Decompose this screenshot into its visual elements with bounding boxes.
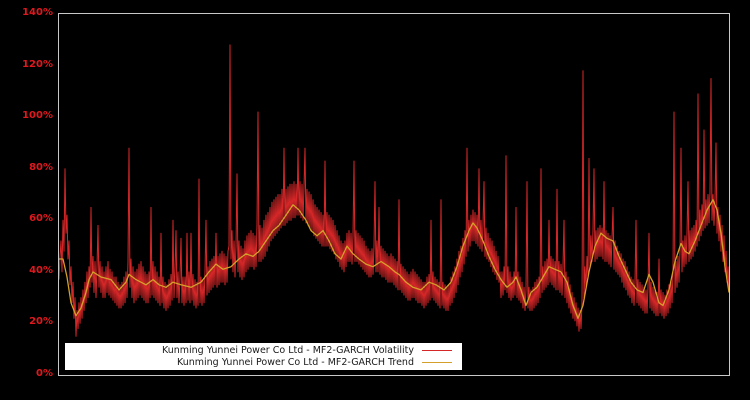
- chart-canvas: [59, 44, 729, 337]
- legend-item-volatility: Kunming Yunnei Power Co Ltd - MF2-GARCH …: [65, 345, 454, 357]
- y-axis-label-140: 140%: [22, 7, 53, 18]
- volatility-line: [59, 44, 729, 337]
- legend: Kunming Yunnei Power Co Ltd - MF2-GARCH …: [65, 343, 462, 370]
- y-axis-label-0: 0%: [36, 368, 53, 379]
- y-axis-label-120: 120%: [22, 59, 53, 70]
- legend-label-volatility: Kunming Yunnei Power Co Ltd - MF2-GARCH …: [161, 344, 414, 356]
- y-axis-label-80: 80%: [29, 162, 53, 173]
- y-axis: 0% 20% 40% 60% 80% 100% 120% 140%: [0, 0, 53, 400]
- legend-label-trend: Kunming Yunnei Power Co Ltd - MF2-GARCH …: [176, 356, 414, 368]
- trend-line-swatch: [422, 362, 452, 363]
- volatility-line-swatch: [422, 350, 452, 351]
- y-axis-label-100: 100%: [22, 110, 53, 121]
- legend-item-trend: Kunming Yunnei Power Co Ltd - MF2-GARCH …: [65, 357, 454, 369]
- y-axis-label-40: 40%: [29, 265, 53, 276]
- trend-line: [59, 199, 729, 319]
- y-axis-label-60: 60%: [29, 213, 53, 224]
- plot-area: [58, 13, 730, 376]
- y-axis-label-20: 20%: [29, 316, 53, 327]
